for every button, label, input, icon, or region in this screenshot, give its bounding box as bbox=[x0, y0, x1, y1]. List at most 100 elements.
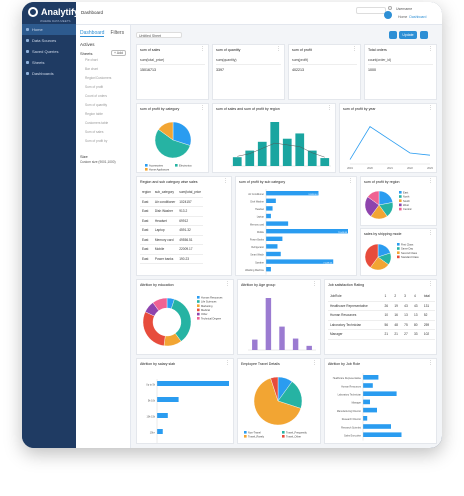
bell-icon[interactable] bbox=[388, 6, 392, 10]
table-cell: 43 bbox=[402, 301, 413, 311]
more-icon[interactable]: ⋮ bbox=[428, 178, 433, 184]
user-name[interactable]: Username bbox=[396, 7, 413, 11]
more-icon[interactable]: ⋮ bbox=[348, 178, 353, 184]
table-header: JobRole 1 2 3 4 total bbox=[328, 292, 435, 302]
more-icon[interactable]: ⋮ bbox=[312, 281, 317, 287]
share-icon[interactable] bbox=[420, 31, 428, 39]
legend-swatch bbox=[282, 431, 285, 434]
legend-label: East bbox=[403, 190, 408, 194]
size-select[interactable]: Custom size (9001,1000) bbox=[80, 160, 116, 164]
table-card[interactable]: Job satisfaction Rating ⋮ JobRole 1 2 3 4 tota… bbox=[324, 279, 437, 355]
table-cell: 22009.17 bbox=[177, 244, 204, 255]
chart-card[interactable]: sum of profit by region ⋮ East North South W… bbox=[360, 176, 437, 226]
pie-slice bbox=[270, 376, 279, 402]
chart-card[interactable]: Attrition by Age group ⋮ bbox=[237, 279, 321, 355]
breadcrumb-home[interactable]: Home bbox=[398, 15, 408, 19]
kpi-card[interactable]: sum of profit ⋮ sum(profit) 402213 bbox=[288, 44, 361, 100]
legend-swatch bbox=[397, 247, 400, 250]
chart-card[interactable]: sum of profit by category ⋮ Accessories El… bbox=[136, 103, 209, 173]
chart-title: sum of sales and sum of profit by region bbox=[216, 107, 280, 111]
chart-card[interactable]: sum of profit by year ⋮ 2019 2020 2021 2022 2… bbox=[339, 103, 437, 173]
sheet-item[interactable]: Count of orders bbox=[85, 94, 107, 98]
sheet-item[interactable]: Region table bbox=[85, 112, 103, 116]
chart-card[interactable]: Attrition by education ⋮ Human Resources L… bbox=[136, 279, 234, 355]
legend-swatch bbox=[399, 203, 402, 207]
sheet-item[interactable]: Customers table bbox=[85, 121, 109, 125]
sidebar-item[interactable]: Dashboards bbox=[22, 68, 76, 79]
add-sheet-button[interactable]: + Add bbox=[110, 50, 126, 56]
legend-label: Electronics bbox=[179, 163, 192, 167]
table-cell: East bbox=[140, 254, 153, 264]
update-button[interactable]: Update bbox=[399, 31, 417, 39]
data-label: 51598.44 bbox=[308, 194, 318, 196]
more-icon[interactable]: ⋮ bbox=[428, 281, 433, 287]
kpi-card[interactable]: sum of sales ⋮ sum(total_price) 15016713 bbox=[136, 44, 209, 100]
sheet-item[interactable]: Sum of profit by bbox=[85, 139, 108, 143]
table-card[interactable]: Region and sub category wise sales ⋮ regi… bbox=[136, 176, 232, 276]
search-input[interactable] bbox=[356, 7, 386, 14]
topbar: Dashboard Username Home Dashboard bbox=[76, 2, 442, 25]
more-icon[interactable]: ⋮ bbox=[225, 360, 230, 366]
sidebar-item[interactable]: Sheets bbox=[22, 57, 76, 68]
sheet-item[interactable]: Sum of sales bbox=[85, 130, 104, 134]
sidebar-nav: Home Data Sources Saved Queries Sheets Dashb… bbox=[22, 24, 76, 79]
table-cell: 52 bbox=[421, 310, 435, 321]
sheet-item[interactable]: Bar chart bbox=[85, 67, 98, 71]
bar bbox=[363, 407, 377, 413]
sidebar: Analytify WHERE DATA MEETS INTELLIGENCE … bbox=[22, 2, 79, 448]
more-icon[interactable]: ⋮ bbox=[276, 46, 281, 52]
table-cell: Power banks bbox=[152, 254, 178, 264]
bar bbox=[363, 432, 402, 437]
tick-label: Manager bbox=[352, 402, 362, 405]
sidebar-item[interactable]: Saved Queries bbox=[22, 46, 76, 57]
avatar[interactable] bbox=[384, 11, 392, 19]
kpi-card[interactable]: Total orders ⋮ count(order_id) 1000 bbox=[364, 44, 437, 100]
table-cell: 48 bbox=[392, 320, 403, 330]
sidebar-item[interactable]: Data Sources bbox=[22, 35, 76, 46]
sheet-item[interactable]: Pie chart bbox=[85, 58, 98, 62]
panel-tabs: Dashboard Filters bbox=[76, 25, 130, 39]
more-icon[interactable]: ⋮ bbox=[428, 105, 433, 111]
chart-card[interactable]: Employee Travel Details ⋮ Non-Travel Trave… bbox=[237, 358, 321, 444]
more-icon[interactable]: ⋮ bbox=[225, 281, 230, 287]
sheet-item[interactable]: Sum of profit bbox=[85, 85, 104, 89]
legend-swatch bbox=[397, 255, 400, 259]
table-cell: 259 bbox=[421, 320, 435, 330]
more-icon[interactable]: ⋮ bbox=[223, 178, 228, 184]
sheet-item[interactable]: Sum of quantity bbox=[85, 103, 108, 107]
bar bbox=[266, 206, 273, 211]
more-icon[interactable]: ⋮ bbox=[428, 360, 433, 366]
legend-swatch bbox=[244, 435, 247, 438]
more-icon[interactable]: ⋮ bbox=[428, 46, 433, 52]
more-icon[interactable]: ⋮ bbox=[312, 360, 317, 366]
table-cell: 27 bbox=[402, 329, 413, 340]
sidebar-item[interactable]: Home bbox=[22, 24, 76, 35]
kpi-card[interactable]: sum of quantity ⋮ sum(quantity) 3397 bbox=[212, 44, 285, 100]
dashboard-name-input[interactable]: Untitled Sheet bbox=[136, 32, 182, 38]
chart-card[interactable]: sum of sales and sum of profit by region… bbox=[212, 103, 336, 173]
tick-label: Up to 5k bbox=[146, 384, 156, 387]
table-cell: Laboratory Technician bbox=[328, 320, 383, 330]
bar bbox=[157, 381, 229, 386]
kpi-title: sum of sales bbox=[140, 48, 161, 52]
chart-card[interactable]: sum of profit by sub category ⋮ Air Condi… bbox=[235, 176, 357, 276]
table-cell: East bbox=[140, 235, 153, 245]
sheet-item[interactable]: Region/Customers bbox=[85, 76, 112, 80]
table-cell: East bbox=[140, 197, 153, 207]
chart-card[interactable]: Attrition by Job Role ⋮ Healthcare Repres… bbox=[324, 358, 437, 444]
tick-label: Power Banks bbox=[250, 239, 265, 242]
more-icon[interactable]: ⋮ bbox=[428, 230, 433, 236]
more-icon[interactable]: ⋮ bbox=[200, 105, 205, 111]
hbar-chart: Up to 5k 5k-10k 10k-15k 15k+ bbox=[146, 379, 229, 443]
tab-filters[interactable]: Filters bbox=[110, 30, 125, 36]
tick-label: 15k+ bbox=[150, 432, 156, 435]
chart-card[interactable]: sales by shipping mode ⋮ First Class Same … bbox=[360, 228, 437, 276]
more-icon[interactable]: ⋮ bbox=[352, 46, 357, 52]
more-icon[interactable]: ⋮ bbox=[327, 105, 332, 111]
legend-label: Technical Degree bbox=[201, 316, 222, 320]
chart-card[interactable]: Attrition by salary slab ⋮ Up to 5k 5k-10k… bbox=[136, 358, 234, 444]
tab-dashboard[interactable]: Dashboard bbox=[80, 30, 105, 37]
edit-icon[interactable] bbox=[389, 31, 397, 39]
more-icon[interactable]: ⋮ bbox=[200, 46, 205, 52]
